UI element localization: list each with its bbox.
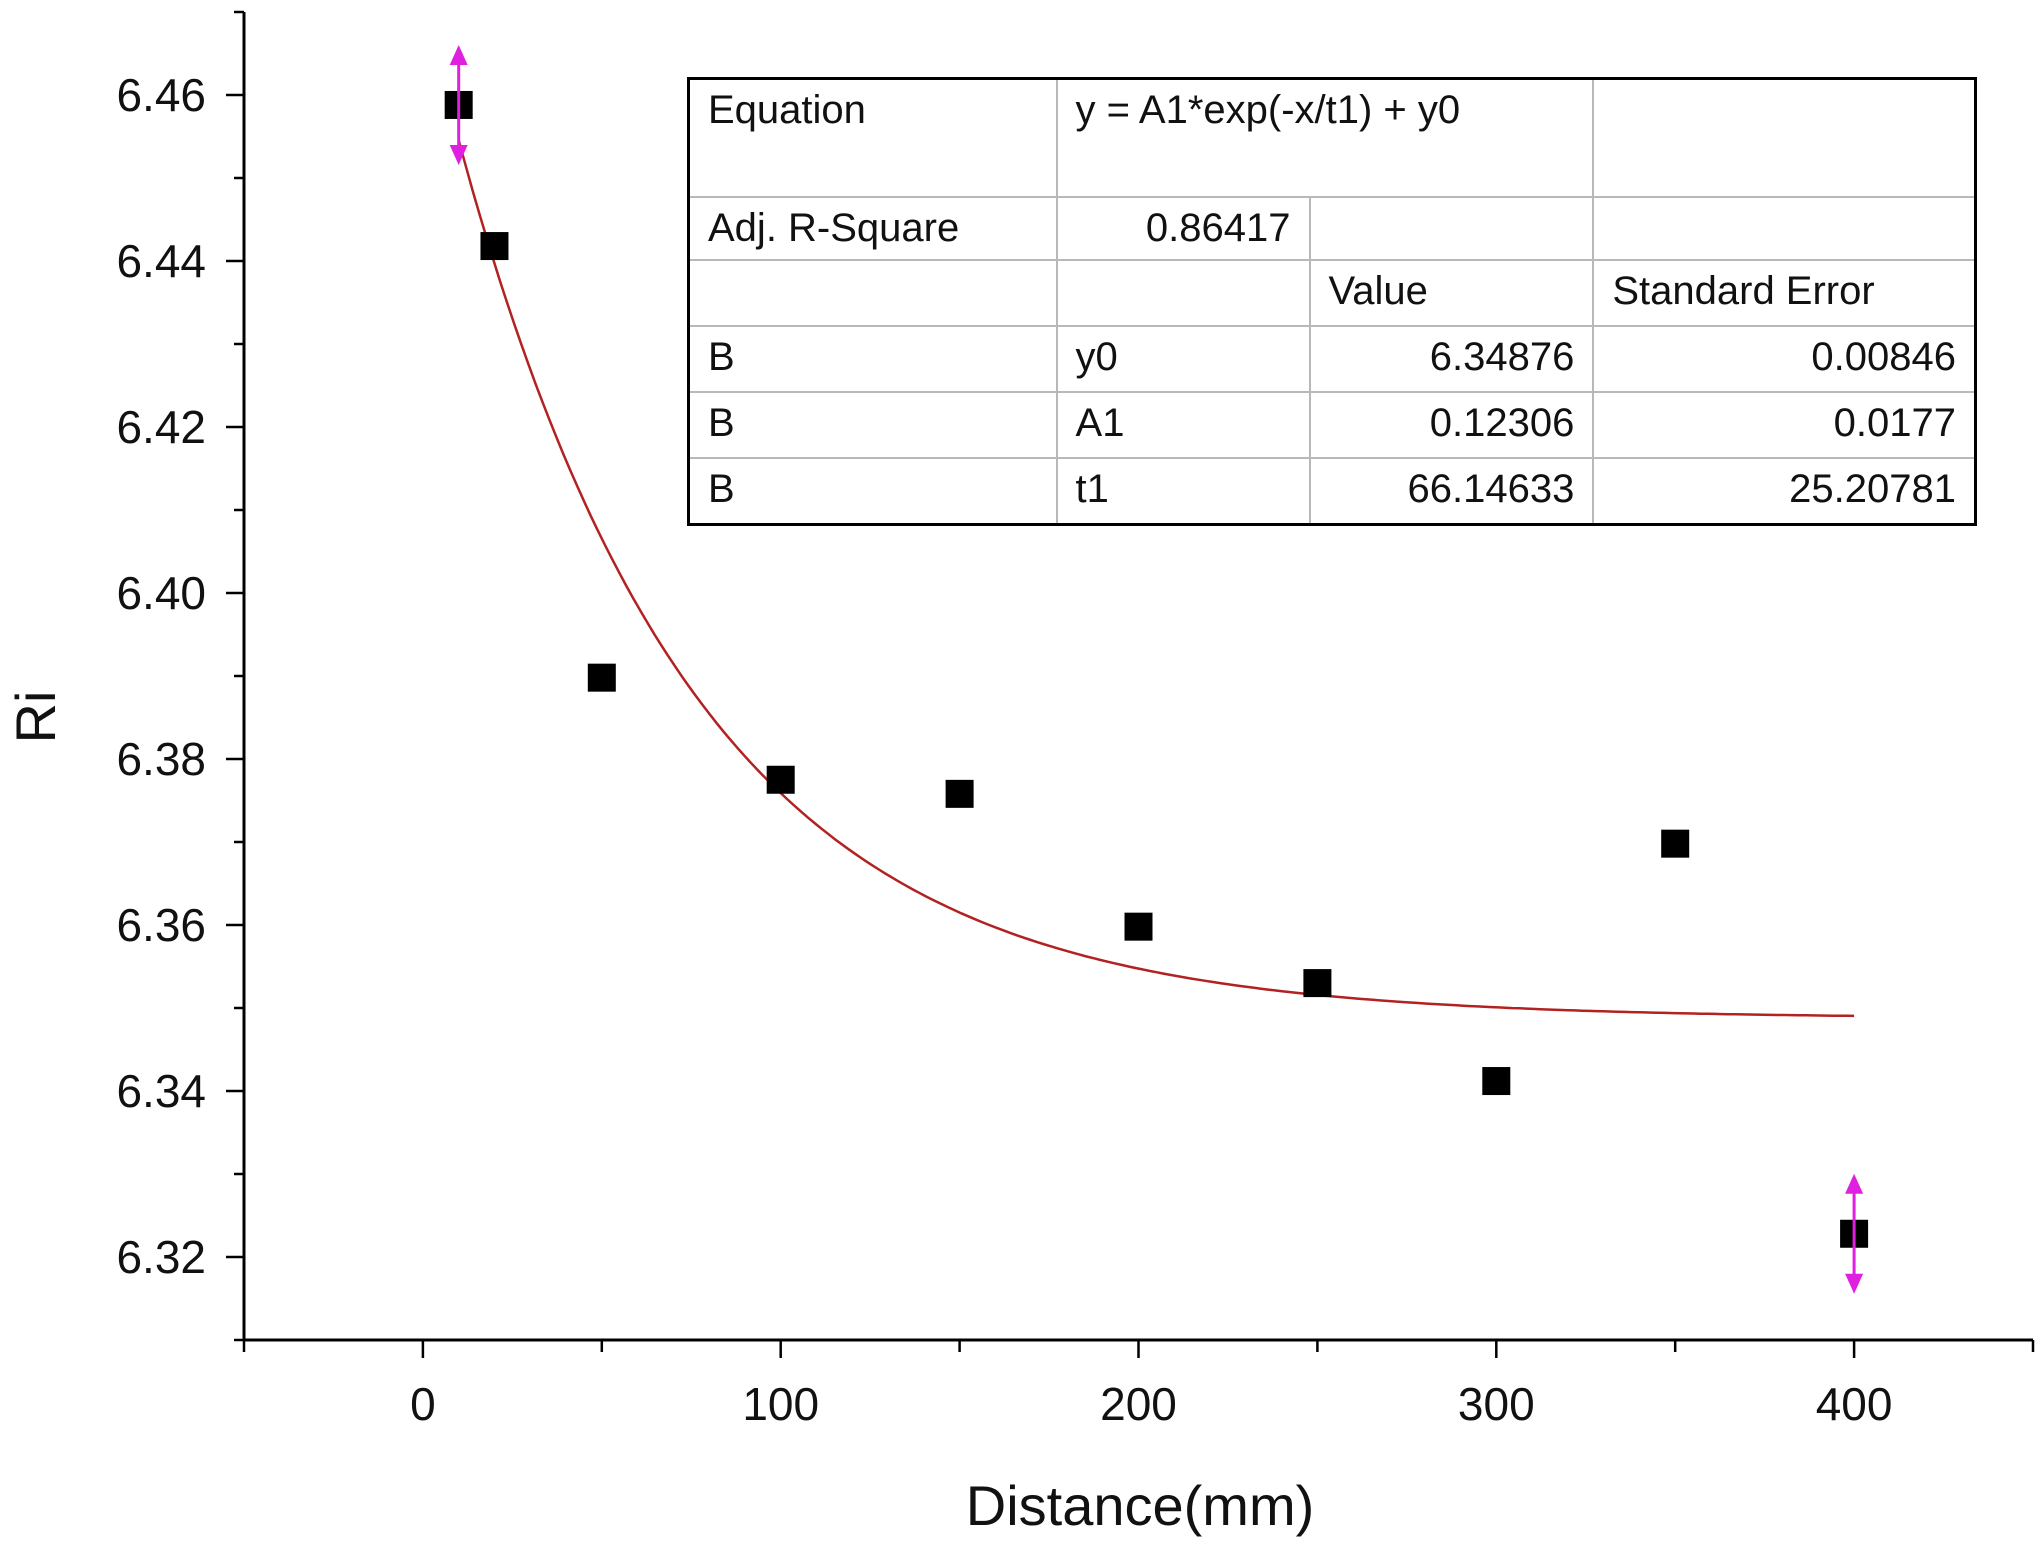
- adj-r-square-row: Adj. R-Square 0.86417: [687, 196, 1977, 261]
- param-error: 0.0177: [1592, 391, 1977, 459]
- y-tick-label: 6.38: [116, 733, 206, 785]
- equation-row: Equation y = A1*exp(-x/t1) + y0: [687, 77, 1977, 198]
- data-point: [587, 663, 616, 692]
- data-point: [480, 232, 509, 261]
- mask-markers: [449, 44, 1864, 1294]
- header-empty-1: [687, 259, 1058, 327]
- stderr-header: Standard Error: [1592, 259, 1977, 327]
- param-name: t1: [1055, 457, 1311, 526]
- adj-r-empty-2: [1592, 196, 1977, 261]
- x-tick-label: 400: [1816, 1378, 1893, 1430]
- y-tick-label: 6.44: [116, 235, 206, 287]
- param-value: 0.12306: [1308, 391, 1595, 459]
- mask-arrow: [1845, 1173, 1864, 1294]
- fit-curve-group: [457, 139, 1855, 1018]
- data-point: [1124, 912, 1153, 941]
- param-name: A1: [1055, 391, 1311, 459]
- param-series: B: [687, 325, 1058, 393]
- x-tick-label: 300: [1458, 1378, 1535, 1430]
- data-point: [945, 779, 974, 808]
- equation-label: Equation: [687, 77, 1058, 198]
- y-tick-label: 6.40: [116, 567, 206, 619]
- mask-arrow: [449, 44, 468, 165]
- x-tick-label: 100: [742, 1378, 819, 1430]
- x-tick-label: 0: [410, 1378, 436, 1430]
- mask-arrow-head-up: [449, 44, 468, 65]
- y-tick-label: 6.46: [116, 69, 206, 121]
- param-value: 66.14633: [1308, 457, 1595, 526]
- param-value: 6.34876: [1308, 325, 1595, 393]
- fit-results-table: Equation y = A1*exp(-x/t1) + y0 Adj. R-S…: [687, 77, 1977, 526]
- param-series: B: [687, 457, 1058, 526]
- x-tick-label: 200: [1100, 1378, 1177, 1430]
- fit-curve: [457, 139, 1855, 1018]
- adj-r-square-value: 0.86417: [1055, 196, 1311, 261]
- param-name: y0: [1055, 325, 1311, 393]
- adj-r-square-label: Adj. R-Square: [687, 196, 1058, 261]
- param-series: B: [687, 391, 1058, 459]
- header-row: Value Standard Error: [687, 259, 1977, 327]
- y-axis-title: Ri: [4, 691, 67, 744]
- data-point: [1303, 969, 1332, 998]
- param-row-y0: B y0 6.34876 0.00846: [687, 325, 1977, 393]
- y-tick-label: 6.36: [116, 899, 206, 951]
- y-tick-label: 6.42: [116, 401, 206, 453]
- mask-arrow-head-down: [1845, 1273, 1864, 1294]
- mask-arrow-head-down: [449, 144, 468, 165]
- x-axis-title: Distance(mm): [966, 1474, 1314, 1537]
- value-header: Value: [1308, 259, 1595, 327]
- mask-arrow-head-up: [1845, 1173, 1864, 1194]
- equation-text: y = A1*exp(-x/t1) + y0: [1055, 77, 1595, 198]
- param-error: 25.20781: [1592, 457, 1977, 526]
- data-point: [1482, 1067, 1511, 1096]
- axes: 6.32 6.34 6.36 6.38 6.40 6.42 6.44 6.46 0 100 200 3…: [116, 10, 2035, 1430]
- param-error: 0.00846: [1592, 325, 1977, 393]
- header-empty-2: [1055, 259, 1311, 327]
- data-point: [1661, 829, 1690, 858]
- adj-r-empty-1: [1308, 196, 1595, 261]
- data-point: [766, 765, 795, 794]
- param-row-a1: B A1 0.12306 0.0177: [687, 391, 1977, 459]
- y-tick-label: 6.34: [116, 1065, 206, 1117]
- equation-empty-cell: [1592, 77, 1977, 198]
- y-tick-label: 6.32: [116, 1231, 206, 1283]
- param-row-t1: B t1 66.14633 25.20781: [687, 457, 1977, 526]
